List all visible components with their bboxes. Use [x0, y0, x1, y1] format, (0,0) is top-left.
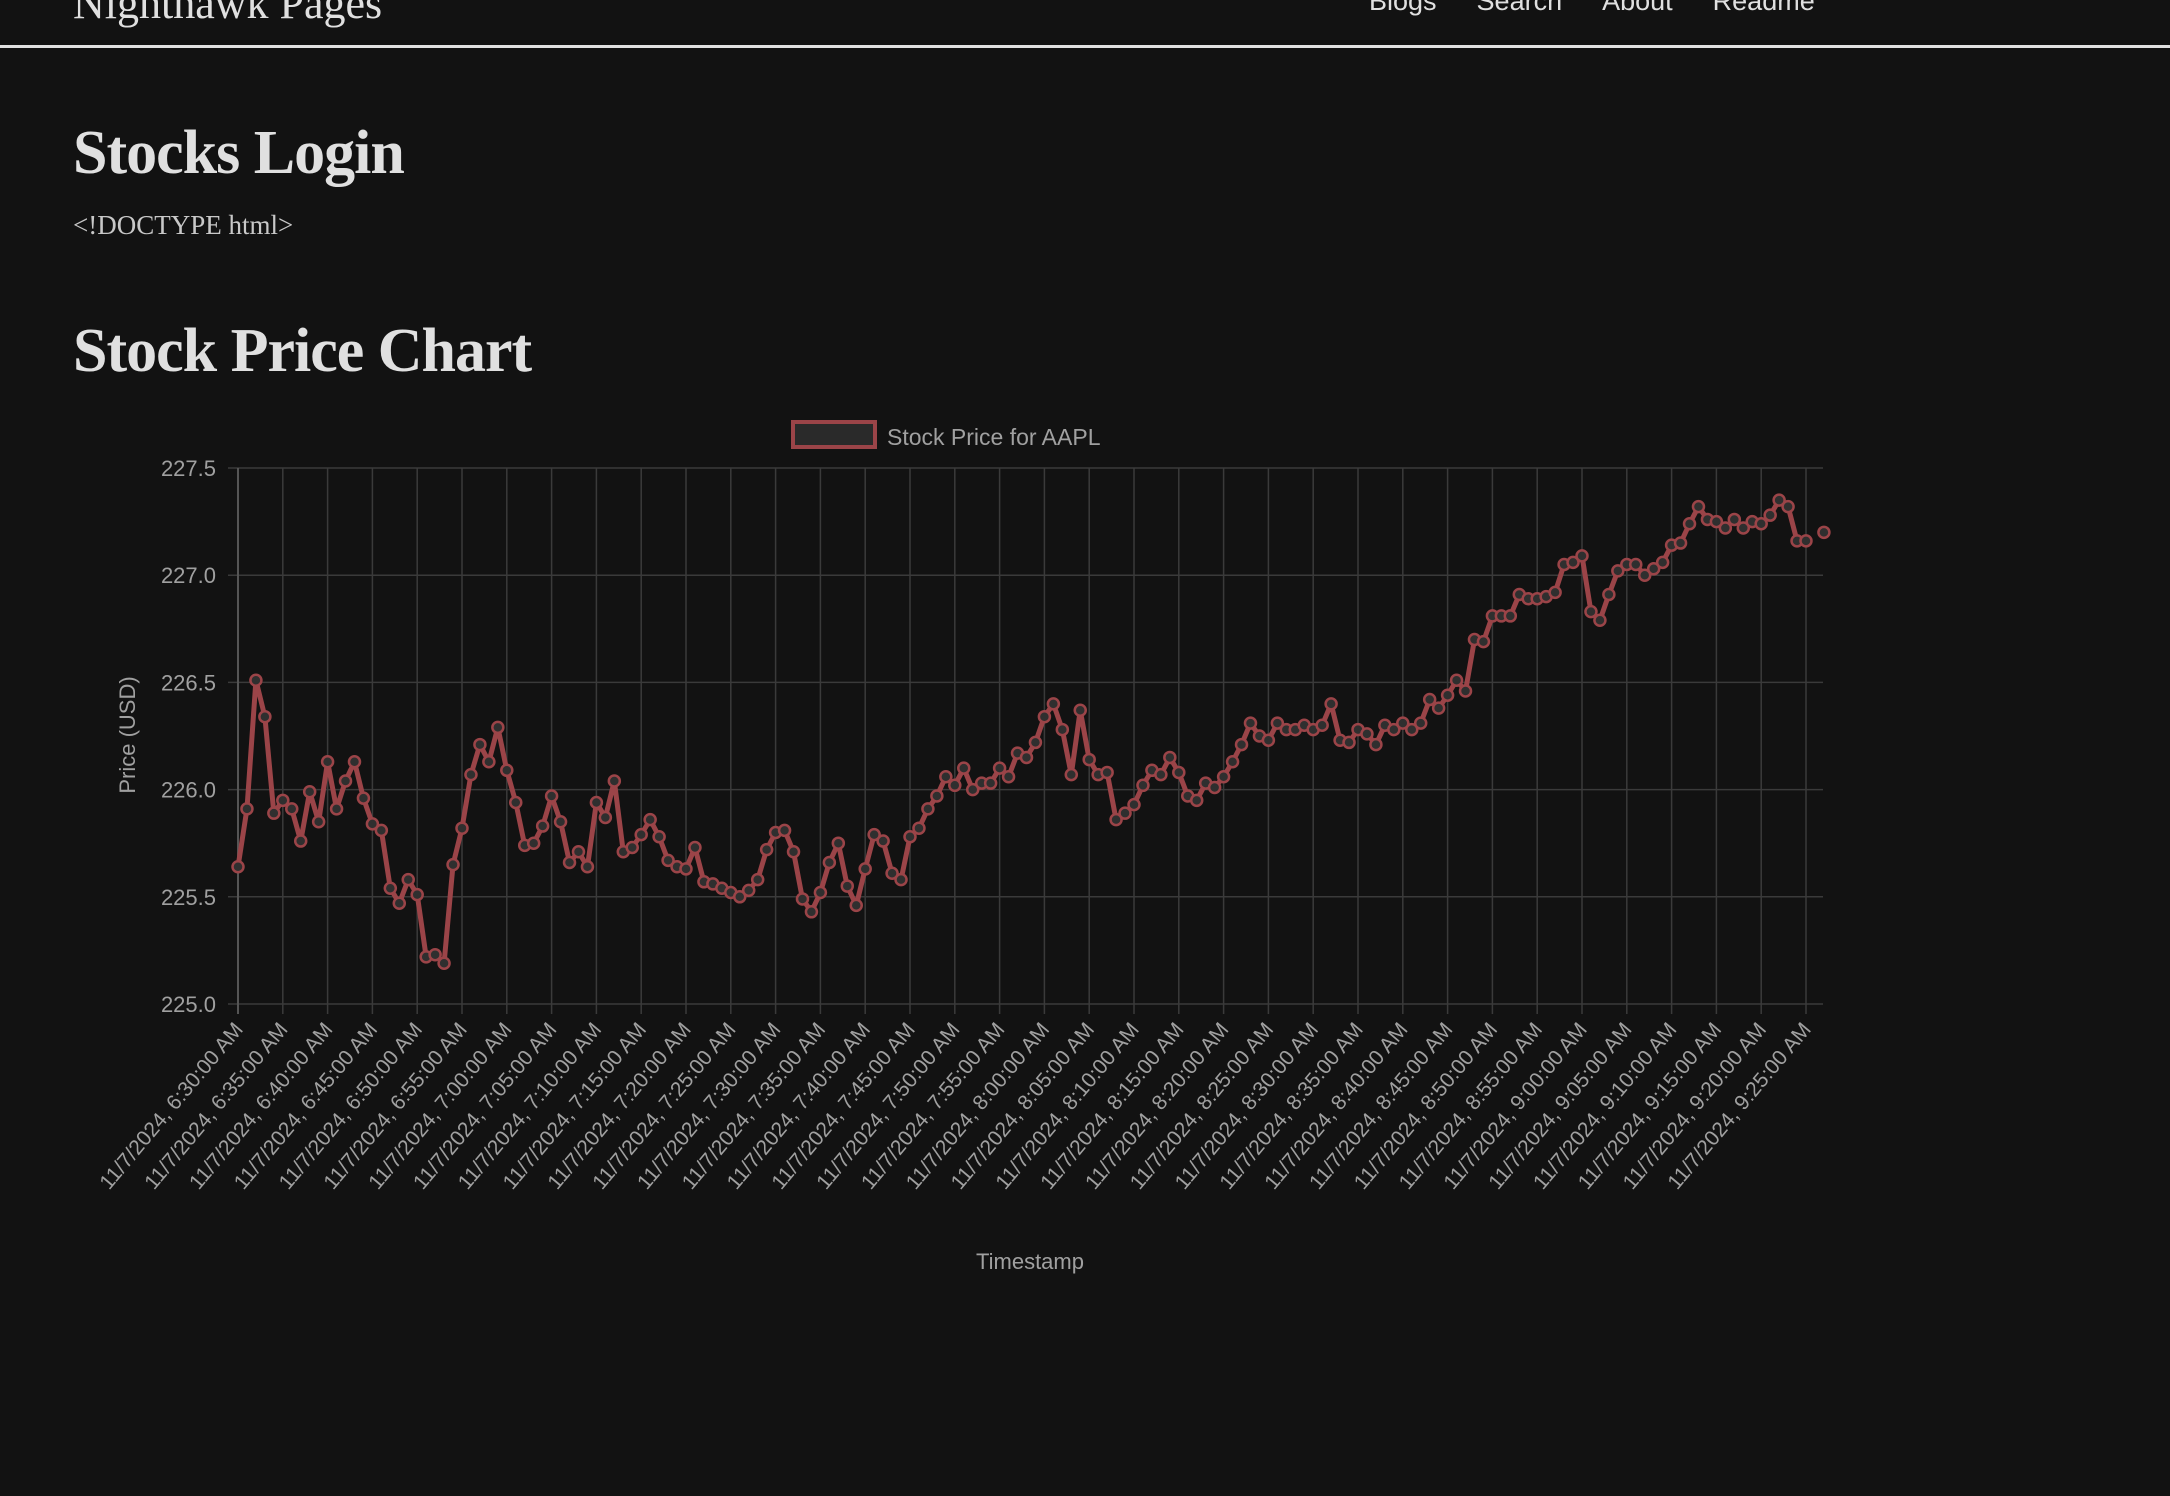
- nav-blogs[interactable]: Blogs: [1369, 0, 1437, 16]
- price-line-series: [231, 493, 1831, 971]
- main-nav: Blogs Search About Readme: [1369, 0, 1815, 17]
- x-axis-label: Timestamp: [976, 1249, 1084, 1274]
- nav-readme[interactable]: Readme: [1712, 0, 1815, 16]
- chart-grid: [228, 467, 1823, 1014]
- svg-text:226.0: 226.0: [161, 778, 216, 803]
- svg-text:226.5: 226.5: [161, 670, 216, 695]
- nav-about[interactable]: About: [1602, 0, 1673, 16]
- legend-label: Stock Price for AAPL: [887, 424, 1101, 450]
- svg-text:225.0: 225.0: [161, 992, 216, 1017]
- doctype-text: <!DOCTYPE html>: [73, 210, 294, 240]
- legend-swatch-icon: [791, 420, 877, 449]
- chart-canvas[interactable]: Stock Price for AAPL 225.0 225.5 226.0 226.…: [0, 400, 1860, 1300]
- y-axis-label: Price (USD): [115, 676, 140, 793]
- chart-heading: Stock Price Chart: [73, 317, 532, 385]
- page-title: Stocks Login: [73, 119, 405, 187]
- svg-text:227.5: 227.5: [161, 456, 216, 481]
- stock-price-chart[interactable]: Stock Price for AAPL 225.0 225.5 226.0 226.…: [0, 400, 1860, 1300]
- svg-text:227.0: 227.0: [161, 563, 216, 588]
- y-axis-ticks: 225.0 225.5 226.0 226.5 227.0 227.5: [161, 456, 216, 1017]
- nav-search[interactable]: Search: [1476, 0, 1563, 16]
- top-navbar: Nighthawk Pages Blogs Search About Readm…: [0, 0, 2170, 48]
- chart-legend[interactable]: Stock Price for AAPL: [791, 420, 1101, 450]
- site-title-link[interactable]: Nighthawk Pages: [73, 0, 383, 28]
- svg-text:225.5: 225.5: [161, 885, 216, 910]
